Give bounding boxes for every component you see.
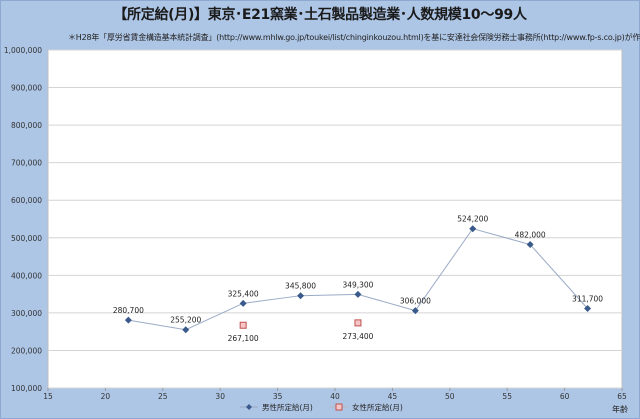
- chart-title: 【所定給(月)】東京･E21窯業･土石製品製造業･人数規模10～99人: [113, 7, 527, 23]
- y-tick-label: 700,000: [11, 159, 42, 168]
- y-tick-label: 100,000: [11, 384, 42, 393]
- data-point-male: [182, 326, 190, 334]
- data-point-male: [411, 307, 419, 315]
- data-point-male: [124, 316, 132, 324]
- x-tick-label: 40: [330, 392, 340, 401]
- legend-label-female: 女性所定給(月): [352, 402, 403, 412]
- data-point-female: [354, 319, 362, 327]
- data-point-male: [239, 299, 247, 307]
- x-tick-label: 50: [445, 392, 455, 401]
- data-point-male: [354, 290, 362, 298]
- y-tick-label: 800,000: [11, 121, 42, 130]
- x-tick-label: 45: [388, 392, 398, 401]
- x-tick-label: 30: [215, 392, 225, 401]
- y-tick-label: 600,000: [11, 196, 42, 205]
- y-tick-label: 300,000: [11, 309, 42, 318]
- data-label-female: 273,400: [342, 332, 373, 341]
- chart-subtitle: ＊H28年「厚労省賃金構造基本統計調査」(http://www.mhlw.go.…: [68, 33, 640, 42]
- x-tick-label: 55: [502, 392, 512, 401]
- data-label-male: 524,200: [457, 215, 488, 224]
- y-tick-label: 1,000,000: [4, 46, 42, 55]
- y-tick-label: 500,000: [11, 234, 42, 243]
- data-label-female: 267,100: [228, 334, 259, 343]
- data-point-female: [239, 321, 247, 329]
- data-point-male: [297, 292, 305, 300]
- legend-marker-female: [335, 403, 343, 411]
- x-tick-label: 65: [617, 392, 627, 401]
- data-label-male: 325,400: [228, 289, 259, 298]
- x-tick-label: 20: [101, 392, 111, 401]
- data-label-male: 255,200: [170, 316, 201, 325]
- y-tick-label: 900,000: [11, 84, 42, 93]
- plot-area: [47, 49, 623, 389]
- x-tick-label: 25: [158, 392, 168, 401]
- legend-label-male: 男性所定給(月): [262, 402, 313, 412]
- x-tick-label: 15: [43, 392, 53, 401]
- data-label-male: 280,700: [113, 306, 144, 315]
- x-tick-label: 60: [560, 392, 570, 401]
- legend-marker-male: [246, 404, 252, 410]
- data-label-male: 311,700: [572, 294, 603, 303]
- data-point-male: [584, 304, 592, 312]
- x-tick-label: 35: [273, 392, 283, 401]
- data-point-male: [526, 241, 534, 249]
- data-point-male: [469, 225, 477, 233]
- data-label-male: 345,800: [285, 282, 316, 291]
- data-label-male: 482,000: [515, 231, 546, 240]
- y-tick-label: 400,000: [11, 271, 42, 280]
- x-axis-label: 年齢: [612, 404, 628, 414]
- y-tick-label: 200,000: [11, 346, 42, 355]
- data-label-male: 349,300: [342, 280, 373, 289]
- data-label-male: 306,000: [400, 297, 431, 306]
